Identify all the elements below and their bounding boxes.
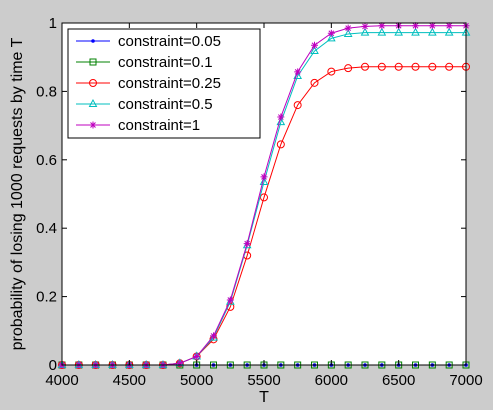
data-point — [411, 27, 420, 36]
data-point — [427, 27, 437, 36]
data-point — [445, 62, 454, 71]
data-point — [294, 68, 302, 76]
data-point — [209, 332, 218, 341]
data-point — [226, 296, 234, 304]
data-point — [377, 27, 387, 36]
y-tick-label: 1 — [49, 15, 57, 32]
data-point — [260, 193, 268, 202]
data-point — [210, 332, 217, 340]
legend-marker — [89, 79, 97, 87]
data-point — [260, 173, 268, 181]
legend-item: constraint=0.1 — [76, 54, 213, 71]
y-tick-label: 0 — [49, 357, 57, 374]
data-point — [193, 352, 201, 360]
y-axis-title: probability of losing 1000 requests by t… — [9, 37, 26, 350]
data-point — [377, 62, 386, 71]
data-point — [343, 28, 353, 37]
legend-item: constraint=0.05 — [76, 33, 221, 50]
x-tick-label: 5000 — [180, 372, 213, 389]
data-point — [411, 62, 420, 71]
data-point — [394, 27, 404, 36]
data-point — [311, 41, 318, 49]
data-point — [428, 22, 436, 30]
legend-marker — [89, 121, 97, 129]
data-point — [361, 62, 369, 71]
legend-label: constraint=0.05 — [118, 33, 221, 50]
data-point — [242, 240, 252, 249]
data-point — [445, 22, 453, 30]
legend-item: constraint=1 — [76, 117, 200, 134]
data-point — [428, 62, 437, 71]
legend-label: constraint=0.1 — [118, 54, 213, 71]
y-tick-label: 0.2 — [36, 289, 57, 306]
legend-label: constraint=0.5 — [118, 96, 213, 113]
data-point — [344, 24, 352, 32]
data-point — [327, 67, 336, 76]
data-point — [394, 62, 403, 71]
data-point — [276, 140, 285, 149]
data-point — [310, 78, 319, 87]
legend-label: constraint=1 — [118, 117, 200, 134]
data-point — [444, 27, 454, 36]
data-point — [361, 22, 369, 30]
data-point — [326, 33, 336, 42]
legend-item: constraint=0.25 — [76, 75, 221, 92]
data-point — [243, 240, 251, 248]
data-point — [310, 45, 319, 55]
legend-item: constraint=0.5 — [76, 96, 213, 113]
x-tick-label: 5500 — [247, 372, 280, 389]
y-tick-label: 0.8 — [36, 83, 57, 100]
data-point — [293, 101, 302, 110]
data-point — [327, 29, 335, 37]
data-point — [277, 113, 285, 121]
x-tick-label: 6000 — [315, 372, 348, 389]
data-point — [225, 296, 235, 305]
data-point — [259, 176, 269, 186]
data-point — [412, 22, 419, 30]
data-point — [378, 22, 386, 30]
x-tick-label: 7000 — [449, 372, 482, 389]
x-tick-label: 4500 — [113, 372, 146, 389]
data-point — [176, 359, 184, 367]
ticks-layer: 4000 4500 5000 5500 6000 6500 7000 0 0.2 0.4 0.6 0.… — [36, 15, 483, 389]
legend-marker — [89, 58, 97, 66]
y-tick-label: 0.4 — [36, 220, 57, 237]
data-point — [360, 27, 370, 36]
legend-marker — [88, 98, 98, 107]
legend-label: constraint=0.25 — [118, 75, 221, 92]
x-tick-label: 4000 — [45, 372, 78, 389]
legend: constraint=0.05 constraint=0.1 constraint=… — [67, 28, 261, 139]
legend-marker — [91, 39, 95, 43]
data-point — [344, 64, 353, 73]
x-axis-title: T — [259, 389, 269, 406]
x-tick-label: 6500 — [382, 372, 415, 389]
y-tick-label: 0.6 — [36, 152, 57, 169]
